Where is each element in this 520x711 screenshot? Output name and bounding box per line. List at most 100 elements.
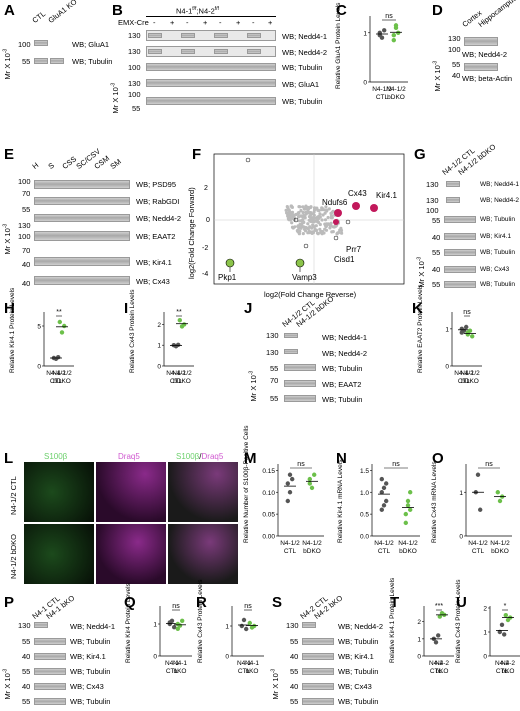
label-cisd1: Cisd1 [334,255,355,264]
label-ndufs6: Ndufs6 [322,198,348,207]
scatter-point [288,218,292,222]
blot-band [284,333,298,338]
blot-label: WB; Tubulin [322,364,363,373]
y-tick-label: 1 [153,622,157,629]
blot-label: WB; Kir4.1 [136,258,172,267]
data-point [403,511,408,517]
x-category-label: CTL [166,668,179,675]
data-point [465,330,470,335]
cre-sign: - [252,18,255,27]
x-category-label: N4-1/2 [374,540,394,547]
panel-label-u: U [456,594,467,611]
f-x-axis-label: log2(Fold Change Reverse) [264,290,357,299]
blot-strip [34,214,130,222]
mw-marker: 55 [432,248,441,257]
blot-strip [34,257,130,266]
channel-title-draq5: Draq5 [118,452,140,461]
lane-label: GluA1 KO [46,0,79,25]
data-point [391,37,396,43]
data-point [285,498,290,504]
scatter-point [297,232,301,236]
data-point [182,322,187,327]
scatter-point [307,218,311,222]
y-axis-label-t: Relative Kir4.1 Protein Levels [389,577,396,663]
y-tick-label: 0 [459,534,463,541]
blot-label: WB; Cx43 [338,682,372,691]
blot-label: WB; Nedd4-2 [480,197,520,204]
blot-label: WB; Tubulin [282,63,323,72]
scatter-point [307,231,311,235]
blot-band [181,49,195,54]
x-category-label: N4-2 [495,660,509,667]
data-point [384,481,389,486]
data-point [393,23,399,28]
blot-label: WB; Nedd4-1 [70,622,116,631]
blot-label: WB; Nedd4-2 [136,214,182,223]
y-axis-label-n: Relative Kir4.1 mRNA Levels [337,459,344,543]
y-axis-label-k: Relative EAAT2 Protein Levels [417,284,424,373]
genotype-label: N4-1f/f;N4-2f/f [176,6,219,16]
mw-marker: 55 [290,697,299,706]
blot-strip [146,46,276,57]
x-category-label: CTL [284,548,297,555]
mr-axis-label: Mr X 10-3 [2,668,13,700]
mw-marker: 40 [432,233,441,242]
data-point [495,490,500,495]
y-tick-label: 1 [363,30,367,37]
data-point [180,618,185,623]
significance-label: ns [297,461,305,468]
scatter-point [330,230,334,234]
y-tick-label: 2 [157,322,161,329]
blot-band [214,33,228,38]
mw-marker: 100 [18,40,31,49]
mw-marker: 100 [18,232,31,241]
blot-strip [34,638,66,645]
scatter-point [291,216,295,221]
scatter-point [299,219,303,223]
data-point [307,481,312,486]
scatter-point [317,216,321,220]
significance-label: ns [172,603,180,610]
scatter-point [329,216,333,220]
blot-label: WB; Tubulin [322,395,363,404]
blot-band [284,349,298,354]
panel-label-i: I [124,300,129,317]
blot-strip [34,180,130,189]
blot-strip [444,281,476,288]
y-axis-label-i: Relative Cx43 Protein Levels [129,289,136,373]
panel-label-m: M [244,450,257,467]
blot-label: WB; Tubulin [70,637,111,646]
blot-strip [146,97,276,105]
scatter-point [289,204,293,208]
blot-label: WB; Tubulin [338,697,379,706]
x-category-label: bKO [173,668,186,675]
blot-label: WB; Tubulin [480,216,516,223]
y-tick-label: 0.10 [262,490,275,497]
panel-label-t: T [390,594,400,611]
mw-marker: 55 [270,394,279,403]
data-point [57,319,62,325]
mw-marker: 130 [286,621,299,630]
mw-marker: 100 [426,206,439,215]
point-pkp1 [225,258,235,268]
significance-label: ** [56,309,62,316]
mr-axis-label: Mr X 10-3 [2,48,13,80]
scatter-point [287,208,291,212]
x-category-label: CTL [378,548,391,555]
data-point [241,617,247,623]
mw-marker: 100 [128,63,141,72]
data-point [433,640,439,645]
blot-strip [34,276,130,285]
cre-sign: + [170,18,175,27]
mw-marker: 40 [22,682,31,691]
micrograph-draq5-bdko [96,524,166,584]
mw-marker: 70 [22,189,31,198]
data-point [436,633,441,638]
scatter-point [287,211,291,215]
scatter-point [317,220,321,225]
cre-sign: + [268,18,273,27]
blot-strip [284,380,316,387]
